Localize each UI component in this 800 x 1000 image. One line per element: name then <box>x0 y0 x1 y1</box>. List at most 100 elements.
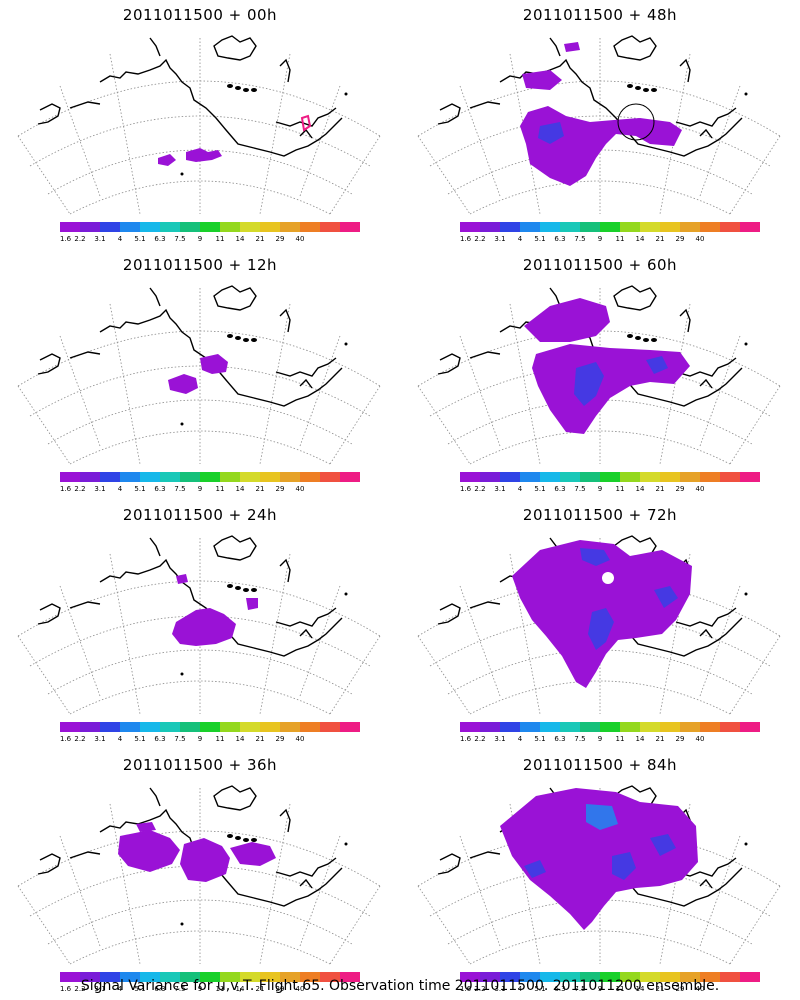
colorbar-swatch <box>540 972 560 982</box>
variance-region <box>230 842 276 866</box>
variance-region <box>158 154 176 166</box>
colorbar-tick-label: 4 <box>517 235 523 243</box>
colorbar-tick-label: 14 <box>235 735 245 743</box>
colorbar-swatch <box>140 972 160 982</box>
variance-region <box>300 114 312 132</box>
colorbar-swatch <box>480 222 500 232</box>
colorbar-swatch <box>120 972 140 982</box>
colorbar-swatch <box>720 972 740 982</box>
colorbar-swatch <box>600 472 620 482</box>
colorbar-labels: 1.6 2.2 3.1 4 5.1 6.3 7.5 9 11 14 21 29 40 <box>60 985 360 995</box>
figure-caption: Signal Variance for u,v,T. Flight 65. Ob… <box>80 978 720 994</box>
colorbar-swatch <box>460 222 480 232</box>
colorbar-tick-label: 6.3 <box>154 235 166 243</box>
colorbar-swatch <box>100 722 120 732</box>
colorbar-swatch <box>700 722 720 732</box>
colorbar-swatch <box>680 972 700 982</box>
panel-title: 2011011500 + 84h <box>522 756 678 774</box>
colorbar-tick-label: 11 <box>215 985 225 993</box>
variance-region <box>246 598 258 610</box>
colorbar-tick-label: 7.5 <box>174 485 186 493</box>
colorbar-swatch <box>720 722 740 732</box>
map-panel-48h: 2011011500 + 48h 1.6 2.2 3.1 4 5.1 6.3 7.5 9 11 1… <box>400 0 800 248</box>
colorbar-tick-label: 2.2 <box>474 735 486 743</box>
colorbar-tick-label: 14 <box>635 235 645 243</box>
colorbar-swatch <box>140 472 160 482</box>
colorbar-tick-label: 3.1 <box>494 985 506 993</box>
map-36h <box>17 785 381 965</box>
colorbar-swatch <box>280 972 300 982</box>
colorbar-tick-label: 1.6 <box>60 735 72 743</box>
colorbar-tick-label: 3.1 <box>94 235 106 243</box>
colorbar-swatch <box>300 222 320 232</box>
colorbar-swatch <box>560 222 580 232</box>
colorbar-swatch <box>240 222 260 232</box>
colorbar-tick-label: 21 <box>655 735 665 743</box>
variance-region <box>186 148 222 162</box>
colorbar-swatch <box>660 972 680 982</box>
variance-region <box>532 344 690 434</box>
colorbar-swatch <box>220 472 240 482</box>
colorbar-swatch <box>80 472 100 482</box>
colorbar-swatch <box>580 472 600 482</box>
colorbar-tick-label: 40 <box>295 735 305 743</box>
colorbar-swatch <box>160 972 180 982</box>
map-12h <box>17 285 381 465</box>
variance-region <box>650 834 676 856</box>
variance-region <box>574 362 604 406</box>
colorbar-tick-label: 21 <box>255 735 265 743</box>
colorbar-swatch <box>700 222 720 232</box>
colorbar-tick-label: 2.2 <box>474 985 486 993</box>
colorbar-tick-label: 9 <box>597 985 603 993</box>
colorbar-tick-label: 11 <box>615 735 625 743</box>
colorbar-tick-label: 1.6 <box>460 985 472 993</box>
panel-title: 2011011500 + 00h <box>122 6 278 24</box>
colorbar-swatch <box>180 972 200 982</box>
colorbar-tick-label: 3.1 <box>494 235 506 243</box>
colorbar-tick-label: 7.5 <box>574 985 586 993</box>
variance-region <box>654 586 678 608</box>
colorbar-swatch <box>740 222 760 232</box>
colorbar-tick-label: 29 <box>675 735 685 743</box>
colorbar-swatch <box>240 472 260 482</box>
colorbar-tick-label: 7.5 <box>574 735 586 743</box>
panel-title: 2011011500 + 36h <box>122 756 278 774</box>
colorbar-tick-label: 4 <box>117 235 123 243</box>
colorbar-tick-label: 9 <box>197 485 203 493</box>
colorbar-swatch <box>480 972 500 982</box>
colorbar-tick-label: 40 <box>695 735 705 743</box>
map-24h <box>17 535 381 715</box>
colorbar-tick-label: 6.3 <box>154 735 166 743</box>
colorbar <box>460 472 760 482</box>
colorbar-swatch <box>640 222 660 232</box>
colorbar-swatch <box>600 222 620 232</box>
colorbar-swatch <box>180 222 200 232</box>
colorbar-tick-label: 5.1 <box>534 735 546 743</box>
colorbar-swatch <box>240 972 260 982</box>
colorbar-swatch <box>280 472 300 482</box>
colorbar-swatch <box>540 722 560 732</box>
colorbar-swatch <box>640 472 660 482</box>
colorbar-tick-label: 11 <box>615 485 625 493</box>
colorbar-tick-label: 4 <box>117 735 123 743</box>
colorbar-tick-label: 6.3 <box>554 985 566 993</box>
map-00h <box>17 35 381 215</box>
colorbar-tick-label: 4 <box>517 735 523 743</box>
colorbar-swatch <box>620 222 640 232</box>
colorbar-tick-label: 2.2 <box>74 485 86 493</box>
colorbar-tick-label: 1.6 <box>460 235 472 243</box>
colorbar-swatch <box>260 722 280 732</box>
colorbar-swatch <box>80 972 100 982</box>
colorbar-tick-label: 5.1 <box>534 985 546 993</box>
colorbar-tick-label: 9 <box>597 735 603 743</box>
colorbar-swatch <box>260 972 280 982</box>
colorbar-swatch <box>260 472 280 482</box>
colorbar-tick-label: 14 <box>635 985 645 993</box>
colorbar-swatch <box>160 222 180 232</box>
colorbar-swatch <box>560 722 580 732</box>
colorbar-tick-label: 7.5 <box>174 735 186 743</box>
colorbar-swatch <box>100 222 120 232</box>
colorbar-swatch <box>640 972 660 982</box>
colorbar-tick-label: 2.2 <box>474 235 486 243</box>
colorbar-tick-label: 9 <box>197 985 203 993</box>
